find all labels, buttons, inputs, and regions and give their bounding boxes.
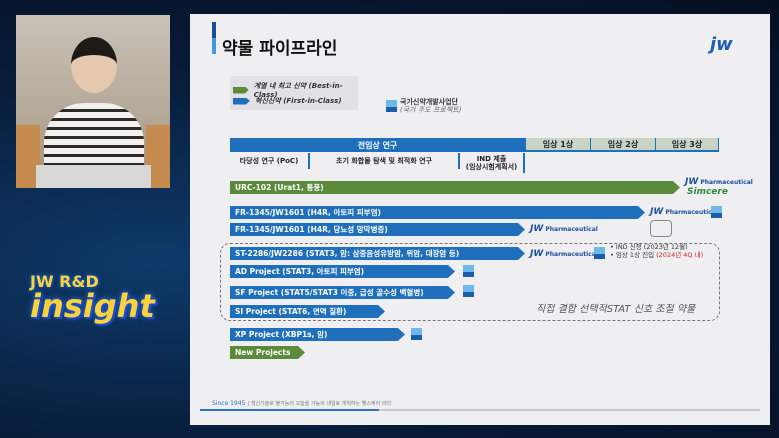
subphase-ind: IND 제출 (임상시험계획서)	[460, 153, 525, 173]
kddf-icon	[463, 285, 474, 297]
phase-3: 임상 3상	[655, 138, 719, 152]
presenter-head	[71, 37, 117, 93]
status-notes: • IND 신청 (2023년 12월) • 임상 1상 진입 (2024년 4…	[610, 243, 703, 259]
kddf-icon	[411, 328, 422, 340]
footer-line	[200, 409, 760, 411]
stat-group-label: 직접 결합 선택적STAT 신호 조절 약물	[536, 304, 696, 315]
note-ind: • IND 신청 (2023년 12월)	[610, 243, 688, 251]
title-accent	[212, 22, 216, 54]
jw-pharma-logo: JW Pharmaceutical	[530, 249, 598, 259]
legend-first-label: 혁신신약 (First-in-Class)	[255, 97, 342, 105]
jw-logo: jw	[710, 34, 733, 55]
phase-preclinical: 전임상 연구	[230, 138, 525, 152]
phase-2: 임상 2상	[590, 138, 655, 152]
stat-group-box	[220, 243, 720, 321]
legend-best: 계열 내 최고 신약 (Best-in-Class)	[233, 81, 358, 99]
note-phase1: • 임상 1상 진입 (2024년 4Q 내)	[610, 251, 704, 259]
project-bar: XP Project (XBP1s, 암)	[230, 328, 405, 341]
legend-first: 혁신신약 (First-in-Class)	[233, 96, 342, 106]
footer: Since 1945 | 혁신기술로 불가능의 오늘을 가능의 내일로 개척하는…	[212, 400, 391, 407]
legend: 계열 내 최고 신약 (Best-in-Class) 혁신신약 (First-i…	[230, 76, 358, 110]
kddf-label: 국가신약개발사업단	[400, 98, 458, 106]
project-bar: ST-2286/JW2286 (STAT3, 암: 삼중음성유방암, 위암, 대…	[230, 247, 525, 260]
kddf-icon	[594, 247, 605, 259]
kddf-sublabel: (국가 주도 프로젝트)	[400, 106, 462, 114]
page-title: 약물 파이프라인	[222, 39, 338, 59]
legend-best-label: 계열 내 최고 신약 (Best-in-Class)	[253, 82, 343, 99]
blue-chevron-icon	[233, 97, 250, 105]
footer-slogan: 혁신기술로 불가능의 오늘을 가능의 내일로 개척하는 헬스케어 리더	[250, 401, 391, 407]
kddf-icon	[463, 265, 474, 277]
logo-top: JW R&D	[30, 272, 99, 291]
project-bar: AD Project (STAT3, 아토피 피부염)	[230, 265, 455, 278]
kddf-icon	[386, 100, 397, 112]
jw-pharma-logo: JW Pharmaceutical	[530, 224, 598, 234]
jw-pharma-logo: JW Pharmaceutical	[650, 207, 718, 217]
project-bar: URC-102 (Urat1, 통풍)	[230, 181, 680, 194]
phase-1: 임상 1상	[525, 138, 590, 152]
show-logo: JW R&D insight	[30, 272, 170, 325]
project-bar: SI Project (STAT6, 면역 질환)	[230, 305, 385, 318]
project-bar: New Projects	[230, 346, 305, 359]
logo-main: insight	[30, 287, 155, 325]
simcere-logo: Simcere	[687, 187, 728, 197]
legend-kddf: 국가신약개발사업단 (국가 주도 프로젝트)	[386, 98, 461, 114]
kddf-icon	[711, 206, 722, 218]
green-chevron-icon	[233, 86, 249, 94]
subphase-poc: 타당성 연구 (PoC)	[230, 153, 310, 169]
laptop	[36, 165, 151, 188]
partner-animal-logo	[650, 220, 672, 237]
footer-since: Since 1945	[212, 400, 246, 407]
slide: 약물 파이프라인 jw 계열 내 최고 신약 (Best-in-Class) 혁…	[190, 14, 770, 425]
presenter-video	[16, 15, 170, 188]
footer-sep: |	[247, 401, 250, 407]
project-bar: FR-1345/JW1601 (H4R, 당뇨성 망막병증)	[230, 223, 525, 236]
subphase-discovery: 초기 화합물 탐색 및 최적화 연구	[310, 153, 460, 169]
project-bar: SF Project (STAT5/STAT3 이중, 급성 골수성 백혈병)	[230, 286, 455, 299]
jw-pharma-logo: JW Pharmaceutical	[685, 177, 753, 187]
project-bar: FR-1345/JW1601 (H4R, 아토피 피부염)	[230, 206, 645, 219]
